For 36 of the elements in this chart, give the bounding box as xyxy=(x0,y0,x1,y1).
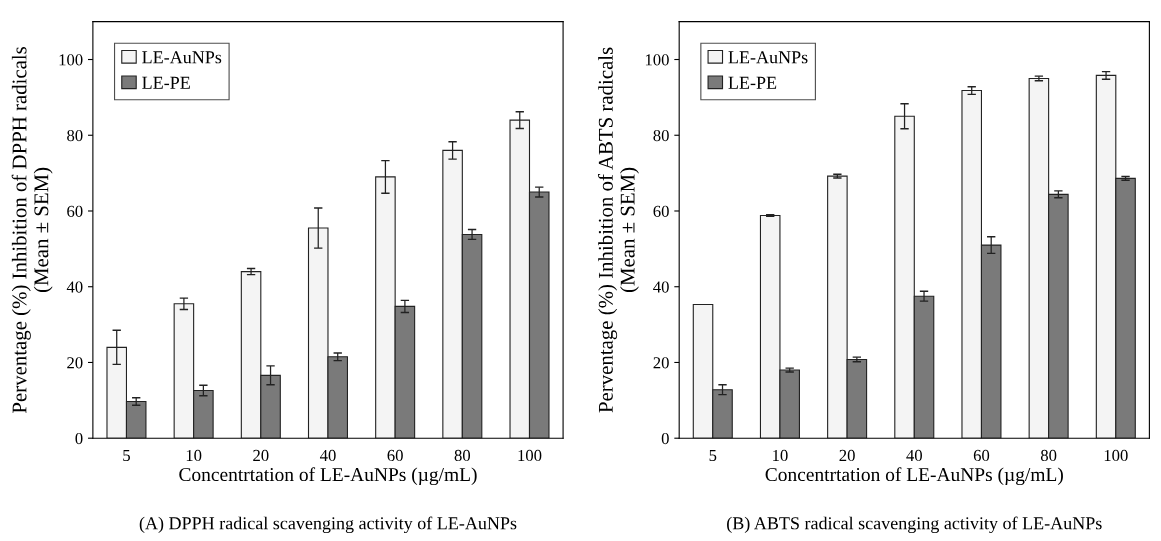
x-tick-label: 20 xyxy=(253,449,269,462)
x-tick-label: 100 xyxy=(1104,449,1128,462)
legend-label: LE-PE xyxy=(728,76,777,89)
y-tick-label: 80 xyxy=(653,129,669,142)
x-tick-label: 80 xyxy=(1040,449,1057,462)
legend-label: LE-AuNPs xyxy=(728,51,808,64)
y-axis-title: Perventage (%) Inhibition of ABTS radicals (Mean ± SEM) xyxy=(597,47,639,413)
x-tick-label: 60 xyxy=(973,449,990,462)
text: (A) DPPH radical scavenging activity of LE-AuNPs xyxy=(139,516,517,534)
y-tick-label: 80 xyxy=(67,129,83,142)
x-tick-label: 80 xyxy=(454,449,471,462)
x-tick-label: 40 xyxy=(906,449,922,462)
y-tick-label: 60 xyxy=(653,205,669,217)
x-tick-label: 5 xyxy=(123,449,130,462)
x-tick-label: 10 xyxy=(773,449,788,462)
y-tick-label: 60 xyxy=(67,205,83,217)
x-tick-label: 10 xyxy=(186,449,202,462)
y-tick-label: 100 xyxy=(645,54,669,66)
x-tick-label: 40 xyxy=(319,449,336,462)
x-tick-label: 5 xyxy=(709,449,717,462)
x-axis-title: Concentrtation of LE-AuNPs (µg/mL) xyxy=(765,467,1063,486)
y-tick-label: 40 xyxy=(653,281,669,293)
y-tick-label: 20 xyxy=(653,357,669,369)
y-tick-label: 0 xyxy=(661,432,669,445)
y-tick-label: 100 xyxy=(59,54,83,66)
y-tick-label: 40 xyxy=(66,281,83,293)
y-axis-title: Perventage (%) Inhibition of DPPH radicals (Mean ± SEM) xyxy=(11,46,53,414)
x-axis-title: Concentrtation of LE-AuNPs (µg/mL) xyxy=(179,467,477,486)
y-tick-label: 20 xyxy=(67,357,83,369)
legend-label: LE-AuNPs xyxy=(142,51,222,64)
legend-label: LE-PE xyxy=(142,76,190,89)
x-tick-label: 20 xyxy=(839,449,855,462)
x-tick-label: 100 xyxy=(518,449,542,462)
text: (B) ABTS radical scavenging activity of LE-AuNPs xyxy=(727,516,1102,534)
x-tick-label: 60 xyxy=(387,449,403,462)
y-tick-label: 0 xyxy=(75,432,83,445)
